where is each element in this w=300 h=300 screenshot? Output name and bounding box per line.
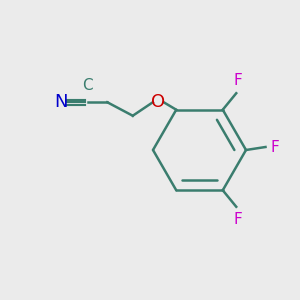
Text: F: F (233, 212, 242, 226)
Text: N: N (55, 93, 68, 111)
Text: F: F (271, 140, 280, 154)
Text: O: O (151, 93, 165, 111)
Text: C: C (82, 78, 93, 93)
Text: F: F (233, 74, 242, 88)
